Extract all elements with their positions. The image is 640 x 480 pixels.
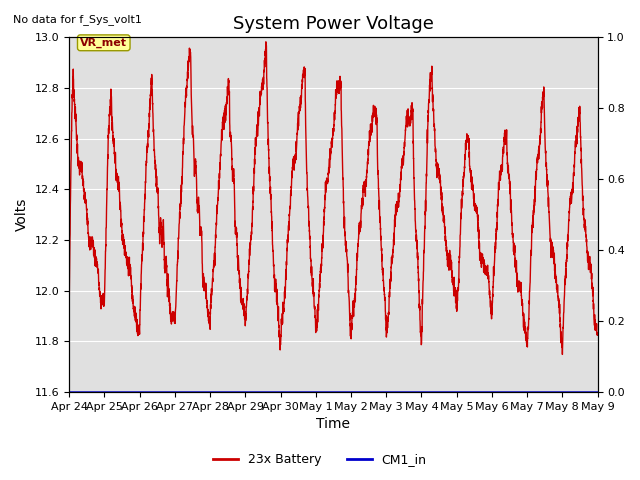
Line: 23x Battery: 23x Battery: [69, 42, 598, 354]
23x Battery: [65, 299, 73, 305]
CM1_in: [577, 389, 585, 395]
23x Battery: [262, 39, 269, 45]
23x Battery: [594, 332, 602, 338]
Text: VR_met: VR_met: [80, 37, 127, 48]
23x Battery: [449, 279, 457, 285]
CM1_in: [287, 389, 295, 395]
CM1_in: [291, 389, 299, 395]
23x Battery: [551, 269, 559, 275]
CM1_in: [316, 389, 324, 395]
23x Battery: [287, 184, 295, 190]
CM1_in: [449, 389, 457, 395]
Y-axis label: Volts: Volts: [15, 198, 29, 231]
Legend: 23x Battery, CM1_in: 23x Battery, CM1_in: [208, 448, 432, 471]
23x Battery: [292, 155, 300, 161]
CM1_in: [551, 389, 559, 395]
23x Battery: [578, 165, 586, 170]
CM1_in: [594, 389, 602, 395]
CM1_in: [65, 389, 73, 395]
Title: System Power Voltage: System Power Voltage: [233, 15, 434, 33]
X-axis label: Time: Time: [316, 418, 350, 432]
Text: No data for f_Sys_volt1: No data for f_Sys_volt1: [13, 14, 141, 25]
23x Battery: [559, 351, 566, 357]
23x Battery: [317, 268, 324, 274]
